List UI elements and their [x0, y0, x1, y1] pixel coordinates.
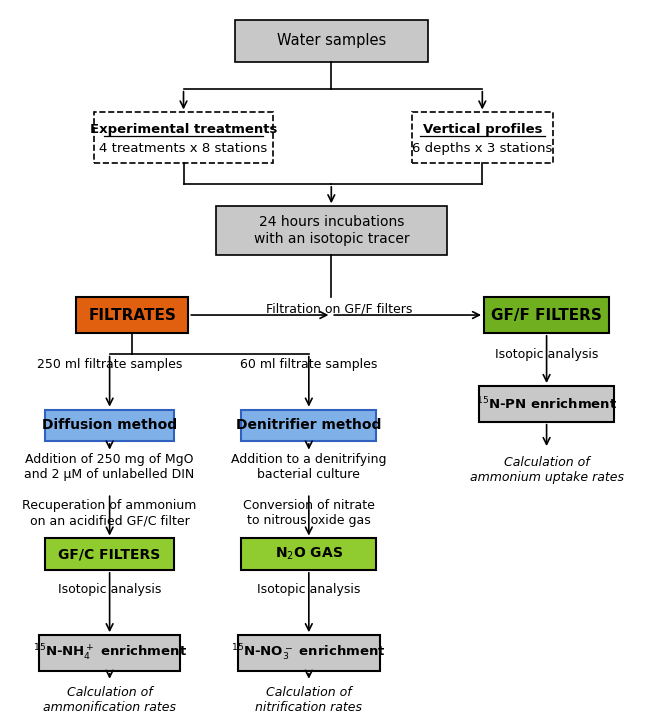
Text: 60 ml filtrate samples: 60 ml filtrate samples	[240, 358, 377, 371]
FancyBboxPatch shape	[235, 20, 428, 62]
Text: Experimental treatments: Experimental treatments	[90, 124, 277, 137]
Text: Calculation of
nitrification rates: Calculation of nitrification rates	[255, 685, 362, 713]
Text: Calculation of
ammonium uptake rates: Calculation of ammonium uptake rates	[470, 457, 623, 485]
Text: 4 treatments x 8 stations: 4 treatments x 8 stations	[99, 142, 267, 155]
FancyBboxPatch shape	[411, 112, 553, 162]
FancyBboxPatch shape	[76, 297, 188, 333]
FancyBboxPatch shape	[241, 410, 376, 441]
FancyBboxPatch shape	[45, 539, 174, 570]
Text: $^{15}$N-NO$_3^-$ enrichment: $^{15}$N-NO$_3^-$ enrichment	[232, 643, 386, 663]
FancyBboxPatch shape	[238, 635, 379, 671]
Text: 6 depths x 3 stations: 6 depths x 3 stations	[412, 142, 553, 155]
Text: 250 ml filtrate samples: 250 ml filtrate samples	[37, 358, 182, 371]
Text: Calculation of
ammonification rates: Calculation of ammonification rates	[43, 685, 176, 713]
FancyBboxPatch shape	[45, 410, 174, 441]
Text: 24 hours incubations
with an isotopic tracer: 24 hours incubations with an isotopic tr…	[254, 216, 409, 246]
Text: Water samples: Water samples	[277, 33, 386, 48]
Text: Addition to a denitrifying
bacterial culture: Addition to a denitrifying bacterial cul…	[231, 453, 387, 481]
Text: GF/F FILTERS: GF/F FILTERS	[491, 308, 602, 323]
FancyBboxPatch shape	[94, 112, 273, 162]
Text: GF/C FILTERS: GF/C FILTERS	[58, 547, 161, 562]
FancyBboxPatch shape	[39, 635, 181, 671]
Text: N$_2$O GAS: N$_2$O GAS	[275, 546, 343, 562]
FancyBboxPatch shape	[216, 206, 447, 255]
FancyBboxPatch shape	[484, 297, 610, 333]
Text: Denitrifier method: Denitrifier method	[236, 418, 381, 432]
Text: Diffusion method: Diffusion method	[42, 418, 177, 432]
Text: $^{15}$N-PN enrichment: $^{15}$N-PN enrichment	[476, 395, 617, 412]
Text: Vertical profiles: Vertical profiles	[422, 124, 542, 137]
FancyBboxPatch shape	[479, 386, 614, 422]
FancyBboxPatch shape	[241, 539, 376, 570]
Text: Isotopic analysis: Isotopic analysis	[58, 583, 162, 596]
Text: FILTRATES: FILTRATES	[88, 308, 176, 323]
Text: Conversion of nitrate
to nitrous oxide gas: Conversion of nitrate to nitrous oxide g…	[243, 500, 375, 527]
Text: Recuperation of ammonium
on an acidified GF/C filter: Recuperation of ammonium on an acidified…	[22, 500, 197, 527]
Text: Isotopic analysis: Isotopic analysis	[257, 583, 360, 596]
Text: Addition of 250 mg of MgO
and 2 μM of unlabelled DIN: Addition of 250 mg of MgO and 2 μM of un…	[24, 453, 195, 481]
Text: $^{15}$N-NH$_4^+$ enrichment: $^{15}$N-NH$_4^+$ enrichment	[33, 643, 186, 663]
Text: Filtration on GF/F filters: Filtration on GF/F filters	[266, 302, 412, 315]
Text: Isotopic analysis: Isotopic analysis	[495, 348, 598, 361]
